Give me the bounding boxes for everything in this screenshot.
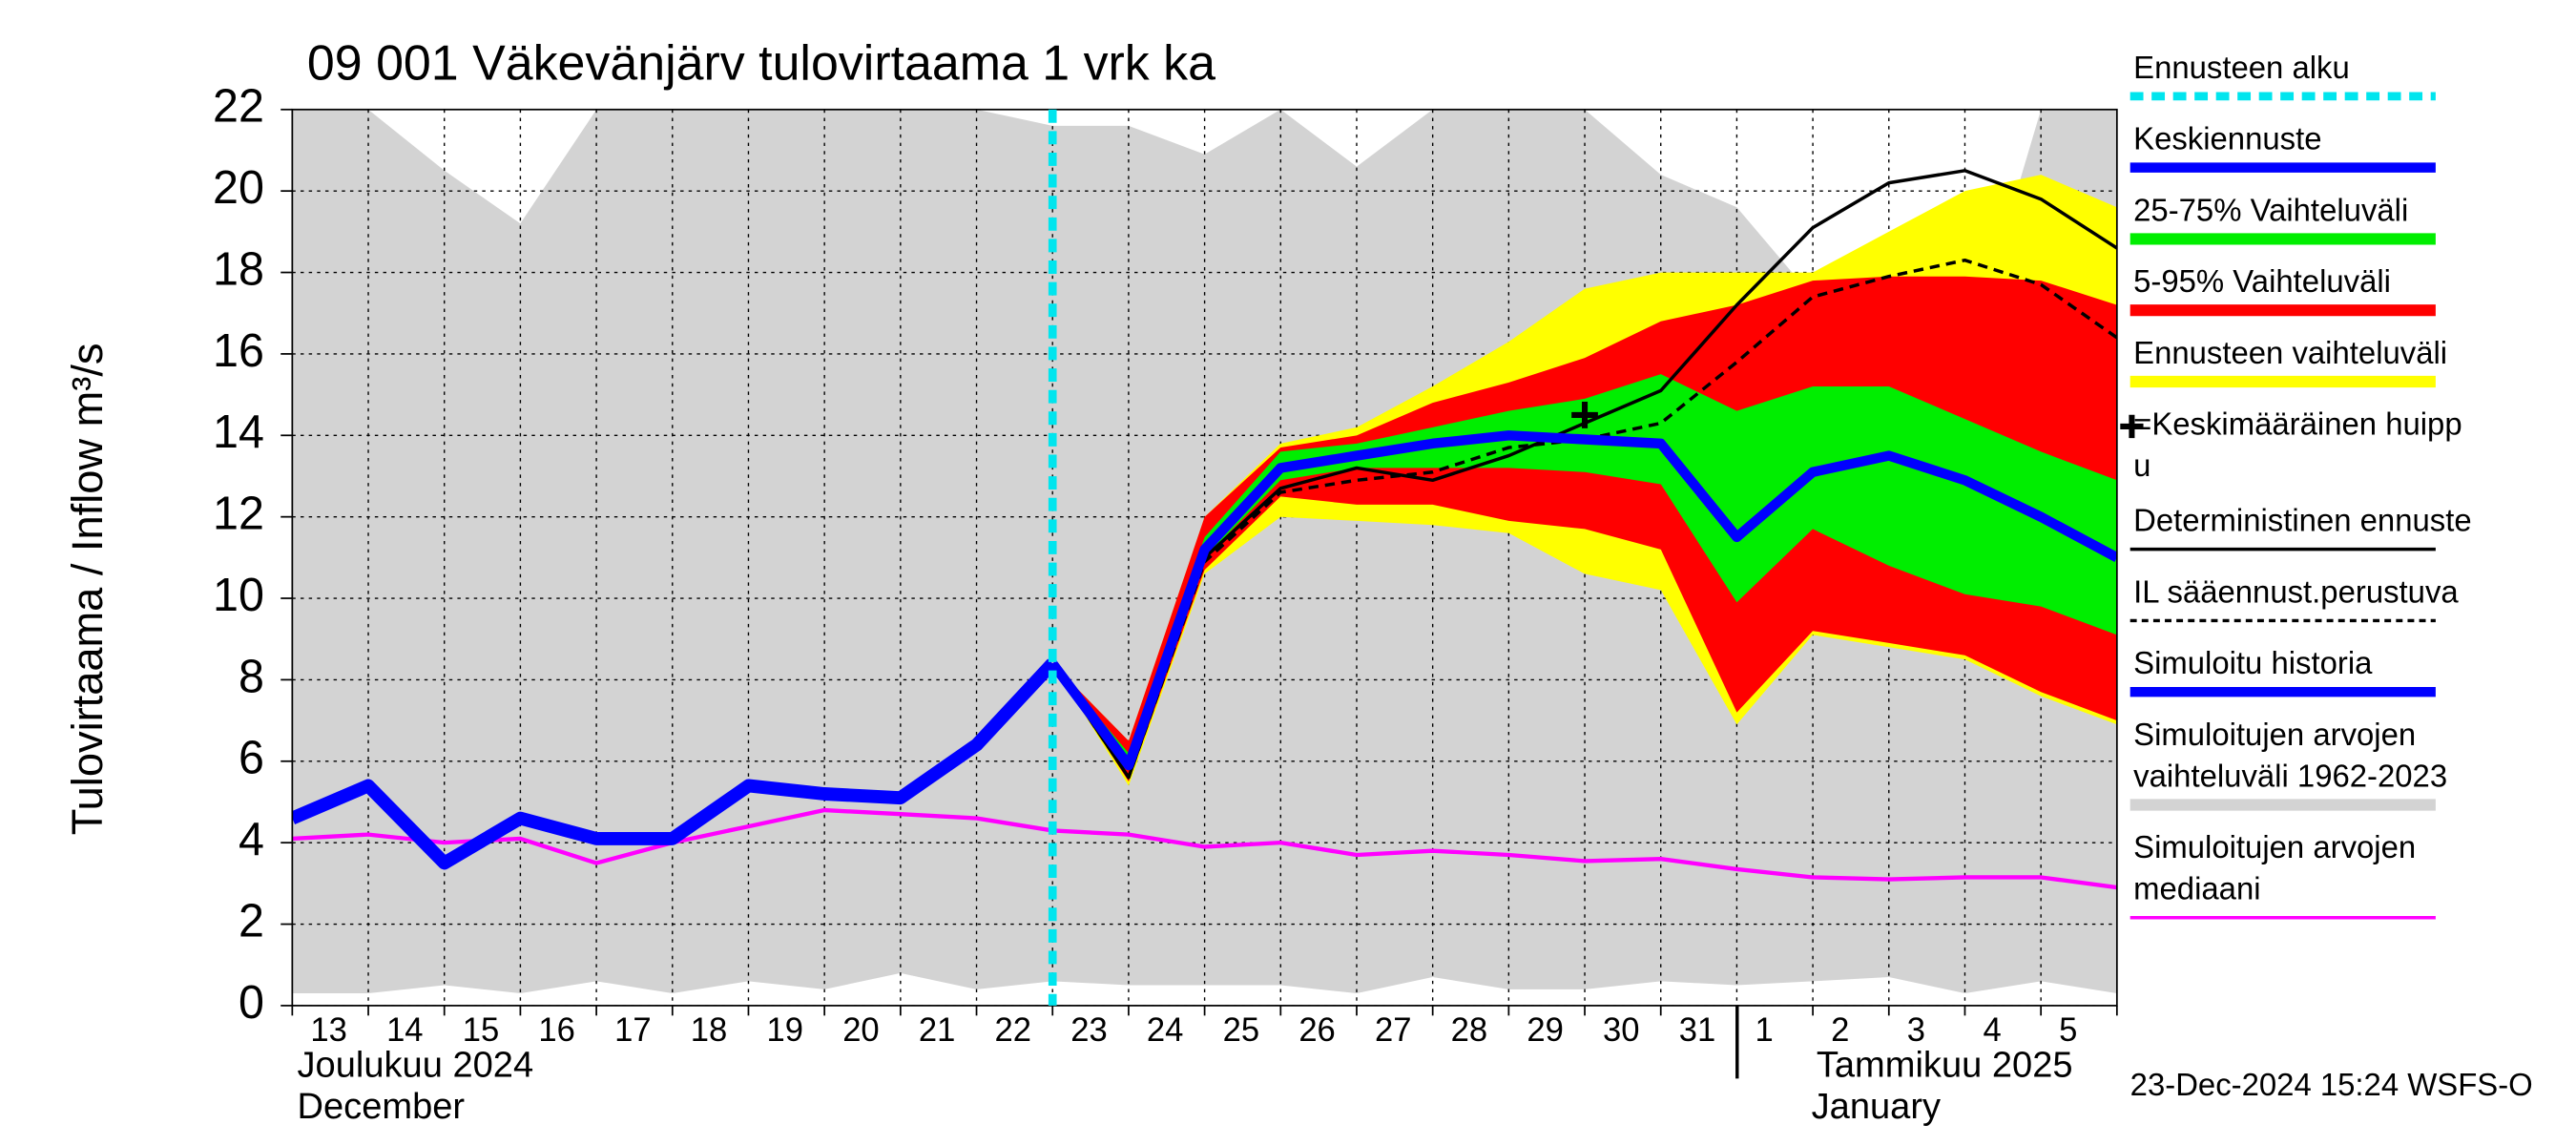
x-tick-label: 30 bbox=[1603, 1012, 1640, 1049]
mean-peak bbox=[1571, 402, 1598, 428]
y-tick-label: 14 bbox=[213, 406, 264, 458]
y-tick-label: 16 bbox=[213, 325, 264, 377]
x-tick-label: 31 bbox=[1679, 1012, 1716, 1049]
x-tick-label: 22 bbox=[995, 1012, 1032, 1049]
x-tick-label: 16 bbox=[538, 1012, 575, 1049]
x-tick-label: 29 bbox=[1527, 1012, 1564, 1049]
x-tick-label: 20 bbox=[842, 1012, 880, 1049]
x-tick-label: 18 bbox=[691, 1012, 728, 1049]
series-line bbox=[292, 658, 1058, 870]
legend-label: Ennusteen vaihteluväli bbox=[2133, 335, 2447, 370]
x-tick-label: 15 bbox=[463, 1012, 500, 1049]
x-tick-label: 5 bbox=[2059, 1012, 2077, 1049]
month-label: Joulukuu 2024 bbox=[298, 1044, 534, 1085]
legend-label: 5-95% Vaihteluväli bbox=[2133, 263, 2391, 299]
legend-label: Simuloitujen arvojen bbox=[2133, 717, 2416, 752]
y-tick-label: 2 bbox=[239, 895, 264, 947]
series-line bbox=[292, 807, 2117, 890]
x-tick-label: 24 bbox=[1147, 1012, 1184, 1049]
y-tick-label: 22 bbox=[213, 81, 264, 133]
legend-symbol bbox=[2120, 414, 2144, 439]
legend-label: =Keskimääräinen huipp bbox=[2133, 406, 2462, 442]
x-tick-label: 23 bbox=[1070, 1012, 1108, 1049]
legend-label: Ennusteen alku bbox=[2133, 50, 2350, 85]
x-tick-label: 4 bbox=[1984, 1012, 2002, 1049]
legend-label: u bbox=[2133, 448, 2150, 483]
x-tick-label: 17 bbox=[614, 1012, 652, 1049]
legend-label: Deterministinen ennuste bbox=[2133, 502, 2472, 537]
legend-label: vaihteluväli 1962-2023 bbox=[2133, 758, 2447, 793]
x-tick-label: 26 bbox=[1298, 1012, 1336, 1049]
month-label: December bbox=[298, 1086, 466, 1127]
y-tick-label: 6 bbox=[239, 733, 264, 784]
month-label: January bbox=[1812, 1086, 1941, 1127]
footer: 23-Dec-2024 15:24 WSFS-O bbox=[2130, 1067, 2533, 1102]
x-tick-label: 1 bbox=[1755, 1012, 1773, 1049]
legend-label: Keskiennuste bbox=[2133, 120, 2321, 156]
y-tick-label: 10 bbox=[213, 570, 264, 621]
y-tick-label: 18 bbox=[213, 243, 264, 295]
range-band bbox=[1052, 374, 2117, 770]
x-tick-label: 27 bbox=[1375, 1012, 1412, 1049]
y-tick-label: 4 bbox=[239, 814, 264, 865]
month-label: Tammikuu 2025 bbox=[1817, 1044, 2073, 1085]
x-tick-label: 19 bbox=[767, 1012, 804, 1049]
legend-label: Simuloitujen arvojen bbox=[2133, 829, 2416, 864]
x-tick-label: 28 bbox=[1451, 1012, 1488, 1049]
x-tick-label: 2 bbox=[1831, 1012, 1849, 1049]
chart-title: 09 001 Väkevänjärv tulovirtaama 1 vrk ka bbox=[307, 35, 1215, 91]
legend-label: 25-75% Vaihteluväli bbox=[2133, 192, 2408, 227]
x-tick-label: 13 bbox=[310, 1012, 347, 1049]
y-tick-label: 20 bbox=[213, 162, 264, 214]
x-tick-label: 25 bbox=[1223, 1012, 1260, 1049]
y-tick-label: 12 bbox=[213, 488, 264, 539]
y-axis-label: Tulovirtaama / Inflow m³/s bbox=[63, 344, 112, 836]
legend-label: mediaani bbox=[2133, 871, 2260, 906]
x-tick-label: 3 bbox=[1907, 1012, 1925, 1049]
y-tick-label: 0 bbox=[239, 977, 264, 1029]
x-tick-label: 21 bbox=[919, 1012, 956, 1049]
series-line bbox=[1049, 430, 2117, 771]
x-tick-label: 14 bbox=[386, 1012, 424, 1049]
plot-area bbox=[292, 109, 2117, 1006]
legend-label: Simuloitu historia bbox=[2133, 645, 2373, 680]
y-tick-label: 8 bbox=[239, 651, 264, 702]
legend-label: IL sääennust.perustuva bbox=[2133, 573, 2459, 609]
